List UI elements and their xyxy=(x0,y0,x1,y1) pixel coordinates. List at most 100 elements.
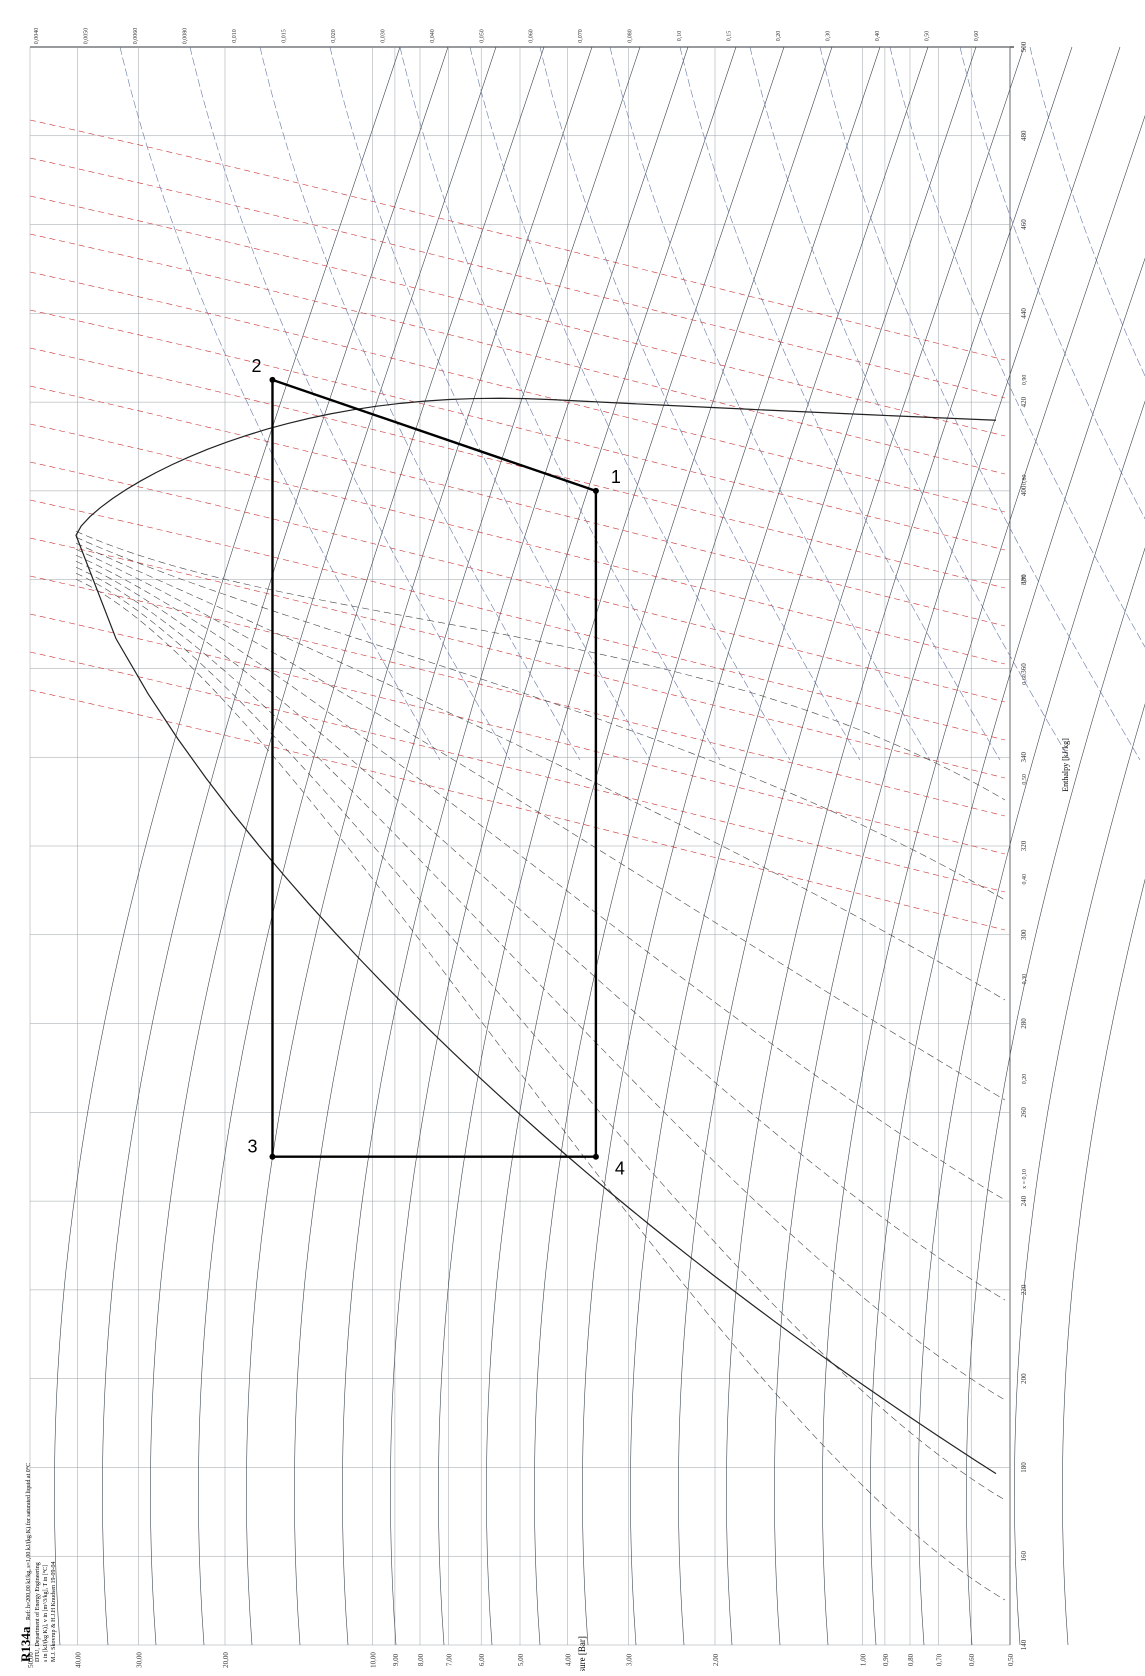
volume-tick-label: 0,060 xyxy=(529,29,535,43)
enthalpy-tick-label: 300 xyxy=(1020,929,1028,940)
volume-tick-label: 0,015 xyxy=(281,29,287,43)
info-line-2: DTU, Department of Energy Engineering xyxy=(34,1562,41,1662)
quality-tick-label: 0,70 xyxy=(1022,574,1028,585)
volume-tick-label: 0,0040 xyxy=(34,28,40,45)
isochore-line xyxy=(29,233,1006,475)
info-line-4: M.J. Skovrup & H.J.H Knudsen 19-09-04 xyxy=(51,1562,57,1663)
isentrope-line xyxy=(329,46,651,761)
isotherm-line xyxy=(102,46,449,1646)
isentrope-line xyxy=(539,46,861,761)
volume-tick-label: 0,040 xyxy=(430,29,436,43)
pressure-tick-label: 4,00 xyxy=(564,1653,572,1666)
pressure-tick-label: 6,00 xyxy=(478,1653,486,1666)
pressure-tick-label: 0,60 xyxy=(968,1653,976,1666)
pressure-tick-label: 30,00 xyxy=(136,1652,144,1668)
isentrope-line xyxy=(469,46,791,761)
enthalpy-tick-label: 380 xyxy=(1020,574,1028,585)
quality-tick-label: x = 0,10 xyxy=(1022,1169,1028,1189)
volume-tick-label: 0,60 xyxy=(974,31,980,42)
volume-tick-label: 0,10 xyxy=(677,31,683,42)
quality-line xyxy=(75,537,1006,901)
isochore-line xyxy=(29,575,1006,817)
isotherm-line xyxy=(918,400,1145,1646)
quality-line xyxy=(75,531,1006,801)
isotherm-line xyxy=(390,46,737,1646)
quality-line xyxy=(75,561,1006,1301)
isentrope-line xyxy=(119,46,441,761)
quality-tick-label: 0,40 xyxy=(1022,874,1028,885)
quality-line xyxy=(75,567,1006,1401)
isotherm-line xyxy=(774,46,1121,1646)
enthalpy-tick-label: 340 xyxy=(1020,751,1028,762)
isentrope-line xyxy=(749,46,1071,761)
enthalpy-tick-label: 400 xyxy=(1020,485,1028,496)
enthalpy-tick-label: 440 xyxy=(1020,308,1028,319)
isotherm-line xyxy=(534,46,881,1646)
pressure-tick-label: 50,00 xyxy=(27,1652,35,1668)
isentrope-line xyxy=(399,46,721,761)
pressure-axis-label: Pressure [Bar] xyxy=(577,1636,587,1671)
pressure-tick-label: 8,00 xyxy=(417,1653,425,1666)
quality-tick-label: 0,90 xyxy=(1022,375,1028,386)
quality-line xyxy=(75,573,1006,1501)
enthalpy-tick-label: 220 xyxy=(1020,1284,1028,1295)
isotherm-line xyxy=(630,46,977,1646)
cycle-point-label: 4 xyxy=(615,1159,625,1179)
quality-line xyxy=(75,543,1006,1001)
quality-tick-label: 0,30 xyxy=(1022,974,1028,985)
info-line-3: s in [kJ/(kg K)], v in [m^3/kg], T in [°… xyxy=(42,1565,49,1662)
enthalpy-axis-label: Enthalpy [kJ/kg] xyxy=(1061,738,1070,792)
volume-tick-label: 0,070 xyxy=(578,29,584,43)
pressure-tick-label: 20,00 xyxy=(222,1652,230,1668)
enthalpy-tick-label: 140 xyxy=(1020,1639,1028,1650)
enthalpy-tick-label: 320 xyxy=(1020,840,1028,851)
enthalpy-tick-label: 200 xyxy=(1020,1373,1028,1384)
pressure-tick-label: 0,70 xyxy=(935,1653,943,1666)
volume-tick-label: 0,40 xyxy=(875,31,881,42)
enthalpy-tick-label: 500 xyxy=(1020,41,1028,52)
isotherm-line xyxy=(726,46,1073,1646)
isotherm-line xyxy=(1014,703,1145,1646)
pressure-tick-label: 0,50 xyxy=(1007,1653,1015,1666)
pressure-tick-label: 9,00 xyxy=(392,1653,400,1666)
enthalpy-tick-label: 420 xyxy=(1020,396,1028,407)
isotherm-line xyxy=(54,46,401,1646)
cycle-point xyxy=(269,1153,276,1160)
isochore-line xyxy=(29,271,1006,513)
quality-tick-label: 0,60 xyxy=(1022,674,1028,685)
pressure-tick-label: 3,00 xyxy=(626,1653,634,1666)
isochore-line xyxy=(29,195,1006,437)
pressure-tick-label: 40,00 xyxy=(74,1652,82,1668)
info-block: R134a Ref: h=200,00 kJ/kg, s=1,00 kJ/(kg… xyxy=(18,1463,57,1662)
quality-line xyxy=(75,549,1006,1101)
cycle-point xyxy=(592,1153,599,1160)
isotherm-line xyxy=(150,46,497,1646)
quality-tick-label: 0,20 xyxy=(1022,1074,1028,1085)
pressure-tick-label: 0,80 xyxy=(907,1653,915,1666)
isochore-line xyxy=(29,385,1006,627)
isentrope-line xyxy=(609,46,931,761)
volume-tick-label: 0,0050 xyxy=(83,28,89,45)
isochore-line xyxy=(29,651,1006,893)
isentrope-line xyxy=(259,46,581,761)
quality-tick-label: 0,50 xyxy=(1022,774,1028,785)
isentrope-line xyxy=(189,46,511,761)
isotherm-line xyxy=(294,46,641,1646)
volume-tick-label: 0,30 xyxy=(826,31,832,42)
enthalpy-tick-label: 160 xyxy=(1020,1550,1028,1561)
isochore-line xyxy=(29,157,1006,399)
pressure-tick-label: 1,00 xyxy=(859,1653,867,1666)
isotherm-line xyxy=(246,46,593,1646)
volume-tick-label: 0,050 xyxy=(479,29,485,43)
isochore-line xyxy=(29,119,1006,361)
cycle-point-label: 1 xyxy=(611,467,621,487)
isotherm-line xyxy=(870,257,1145,1646)
isotherm-line xyxy=(966,547,1145,1646)
isentrope-line xyxy=(889,46,1145,648)
isentrope-line xyxy=(959,46,1145,520)
isochore-line xyxy=(29,613,1006,855)
volume-tick-label: 0,20 xyxy=(776,31,782,42)
volume-tick-label: 0,020 xyxy=(331,29,337,43)
enthalpy-tick-label: 280 xyxy=(1020,1018,1028,1029)
